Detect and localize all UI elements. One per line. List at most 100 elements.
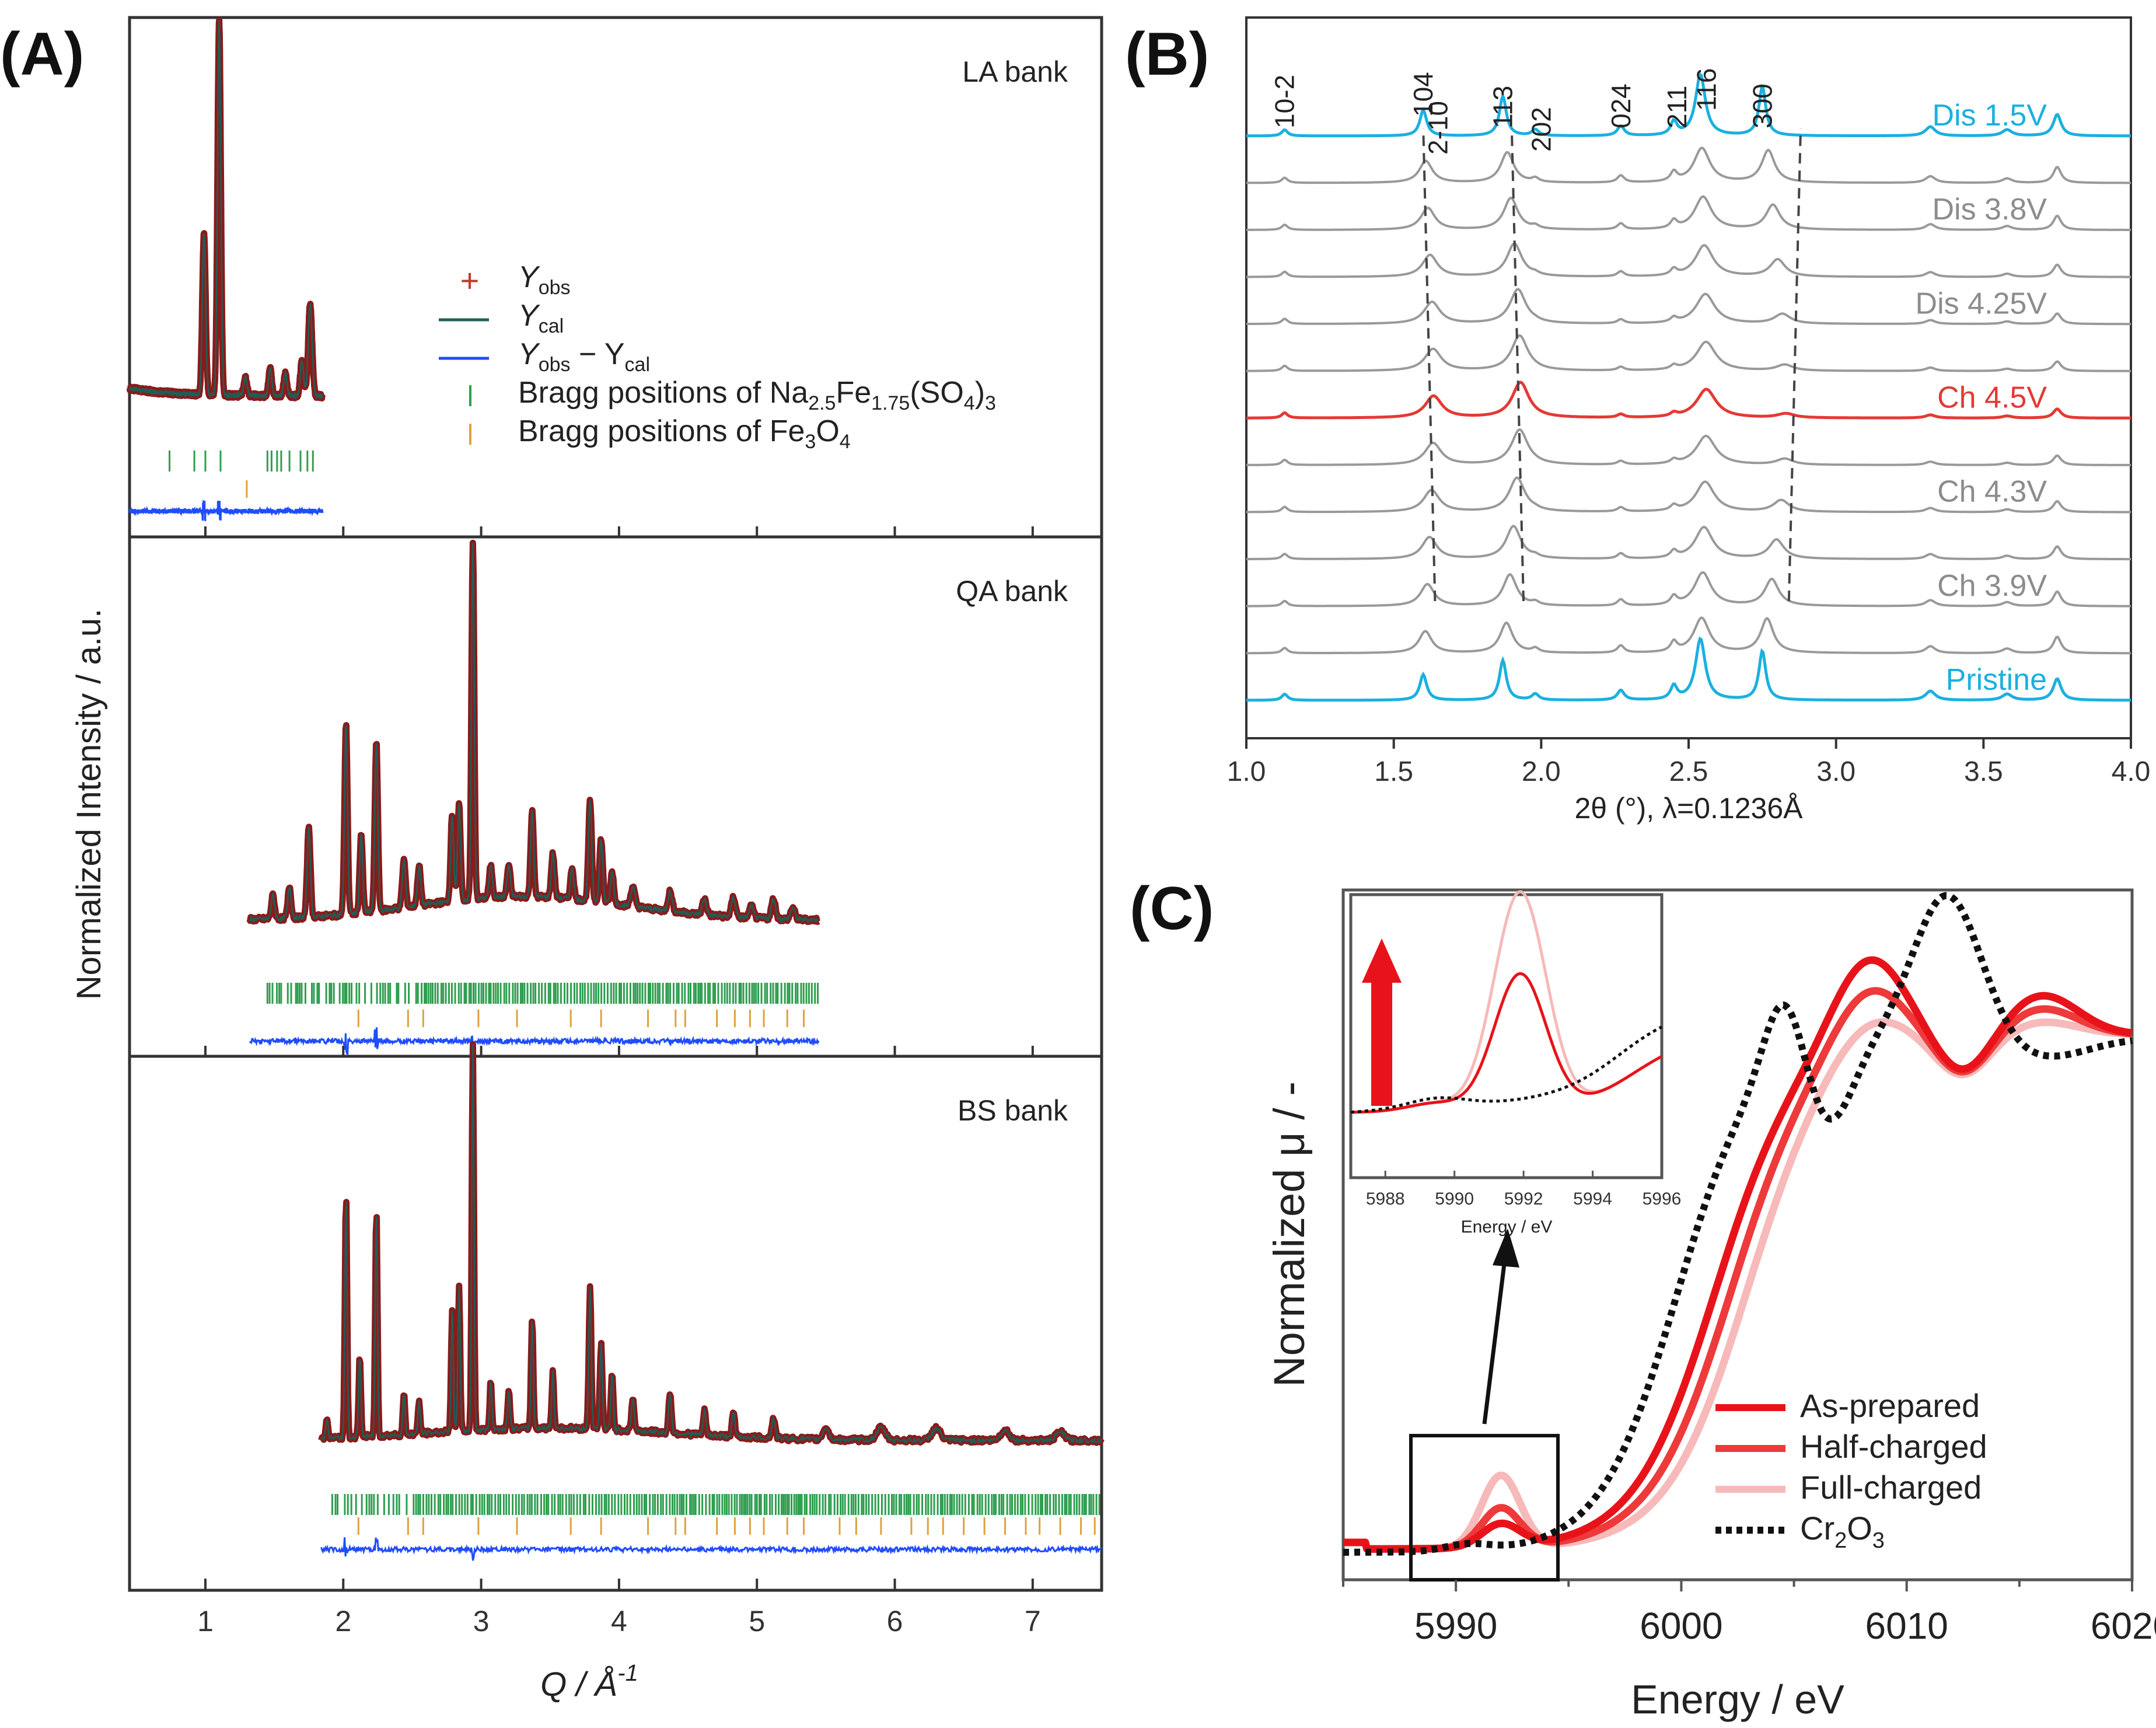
peak-label: 113 [1488, 86, 1518, 128]
panel-c: 5988 5990 5992 5994 5996 Energy / eV 5990 600… [1265, 888, 2156, 1722]
legend-label: As-prepared [1800, 1387, 1980, 1424]
xrd-trace [1246, 334, 2131, 372]
panel-b-x-axis: 1.0 1.5 2.0 2.5 3.0 3.5 4.0 [1227, 738, 2151, 787]
inset-x-tick-label: 5994 [1573, 1189, 1612, 1209]
peak-label: 2-10 [1423, 101, 1453, 155]
bank-name: BS bank [958, 1094, 1068, 1127]
bs-bank-plot: BS bank [318, 1041, 1105, 1561]
y-diff-trace [320, 1537, 1103, 1561]
xanes-curve [1341, 956, 2134, 1553]
c-x-tick-label: 6000 [1640, 1605, 1722, 1647]
qa-bank-plot: QA bank [246, 539, 1068, 1055]
series-label: Ch 3.9V [1937, 569, 2047, 603]
xrd-trace [1246, 476, 2131, 514]
xanes-inset: 5988 5990 5992 5994 5996 Energy / eV [1349, 890, 1682, 1237]
peak-label: 211 [1662, 86, 1692, 128]
xanes-curve [1341, 987, 2134, 1553]
b-x-tick-label: 2.5 [1669, 756, 1708, 787]
legend-entry: Bragg positions of Fe3O4 [518, 414, 851, 453]
panel-c-y-axis-label: Normalized μ / - [1265, 1081, 1313, 1387]
c-x-tick-label: 5990 [1414, 1605, 1497, 1647]
increase-arrow-head [1362, 938, 1402, 983]
b-x-tick-label: 4.0 [2112, 756, 2151, 787]
inset-x-tick-label: 5996 [1643, 1189, 1682, 1209]
inset-curve [1350, 1025, 1663, 1114]
panel-label-c: (C) [1130, 875, 1214, 942]
zoom-arrow-line [1482, 1254, 1508, 1425]
pre-edge-zoom-box [1409, 1434, 1560, 1582]
series-label: Dis 3.8V [1932, 193, 2047, 226]
panel-c-legend: As-prepared Half-charged Full-charged Cr2O3 [1715, 1387, 1987, 1553]
inset-frame [1349, 893, 1664, 1179]
y-diff-trace [128, 499, 324, 521]
legend-entry: Yobs − Ycal [518, 337, 650, 376]
panel-label-b: (B) [1125, 20, 1209, 88]
xanes-curve [1341, 892, 2134, 1556]
peak-shift-guide [1422, 128, 1437, 602]
a-x-tick-label: 4 [611, 1605, 627, 1638]
increase-arrow-shaft [1371, 980, 1392, 1106]
bank-name: QA bank [956, 575, 1068, 608]
peak-label: 104 [1408, 72, 1438, 117]
xrd-trace [1246, 380, 2131, 420]
xrd-trace [1246, 571, 2131, 608]
inset-curves [1350, 890, 1663, 1114]
inset-x-axis: 5988 5990 5992 5994 5996 [1366, 1171, 1682, 1209]
b-x-tick-label: 3.0 [1816, 756, 1856, 787]
panel-b-dashed-guides [1422, 128, 1802, 602]
y-cal-trace [249, 543, 819, 925]
la-bank-plot: LA bank [126, 17, 1068, 521]
panel-b-traces [1246, 72, 2131, 702]
panel-label-a: (A) [0, 20, 84, 88]
inset-x-tick-label: 5992 [1504, 1189, 1543, 1209]
xrd-trace [1246, 242, 2131, 278]
panel-a-x-axis-label: Q / Å-1 [540, 1660, 638, 1703]
peak-label: 116 [1691, 68, 1721, 111]
panel-c-frame [1341, 888, 2134, 1582]
a-x-tick-label: 5 [749, 1605, 765, 1638]
legend-entry: Ycal [518, 299, 564, 337]
a-x-tick-label: 2 [335, 1605, 351, 1638]
panel-a-x-axis: 1 2 3 4 5 6 7 [197, 526, 1041, 1638]
bank-name: LA bank [962, 55, 1068, 88]
b-x-tick-label: 1.5 [1374, 756, 1413, 787]
xrd-trace [1246, 288, 2131, 326]
xrd-trace [1246, 72, 2131, 138]
a-x-tick-label: 1 [197, 1605, 214, 1638]
legend-entry: Yobs [518, 260, 571, 299]
xrd-trace [1246, 428, 2131, 466]
legend-entry: Bragg positions of Na2.5Fe1.75(SO4)3 [518, 376, 996, 414]
y-obs-trace [126, 17, 326, 402]
peak-label: 10-2 [1270, 75, 1300, 128]
a-x-tick-label: 7 [1025, 1605, 1041, 1638]
inset-x-tick-label: 5990 [1435, 1189, 1474, 1209]
panel-c-x-axis-label: Energy / eV [1631, 1677, 1844, 1722]
a-x-tick-label: 3 [473, 1605, 490, 1638]
series-label: Dis 1.5V [1932, 99, 2047, 132]
y-diff-trace [249, 1027, 820, 1055]
inset-x-tick-label: 5988 [1366, 1189, 1405, 1209]
peak-label: 024 [1606, 83, 1636, 128]
zoom-arrow-head [1493, 1228, 1519, 1268]
xrd-trace [1246, 616, 2131, 655]
c-x-tick-label: 6010 [1865, 1605, 1948, 1647]
series-label: Ch 4.3V [1937, 475, 2047, 509]
b-x-tick-label: 1.0 [1227, 756, 1266, 787]
series-label: Ch 4.5V [1937, 381, 2047, 415]
peak-shift-guide [1787, 128, 1802, 602]
peak-label: 202 [1526, 107, 1556, 152]
y-cal-trace [320, 1044, 1103, 1446]
panel-a-y-axis-label: Normalized Intensity / a.u. [70, 609, 108, 1000]
panel-a: LA bank QA bank BS bank 1 2 3 4 5 6 7 Normaliz… [70, 16, 1105, 1703]
a-x-tick-label: 6 [887, 1605, 903, 1638]
b-x-tick-label: 3.5 [1964, 756, 2003, 787]
xrd-trace [1246, 195, 2131, 231]
legend-label: Cr2O3 [1800, 1510, 1885, 1553]
series-label: Dis 4.25V [1916, 287, 2047, 320]
panel-a-x-axis-label-main: Q / Å [540, 1666, 617, 1703]
panel-a-frame [128, 16, 1103, 1592]
